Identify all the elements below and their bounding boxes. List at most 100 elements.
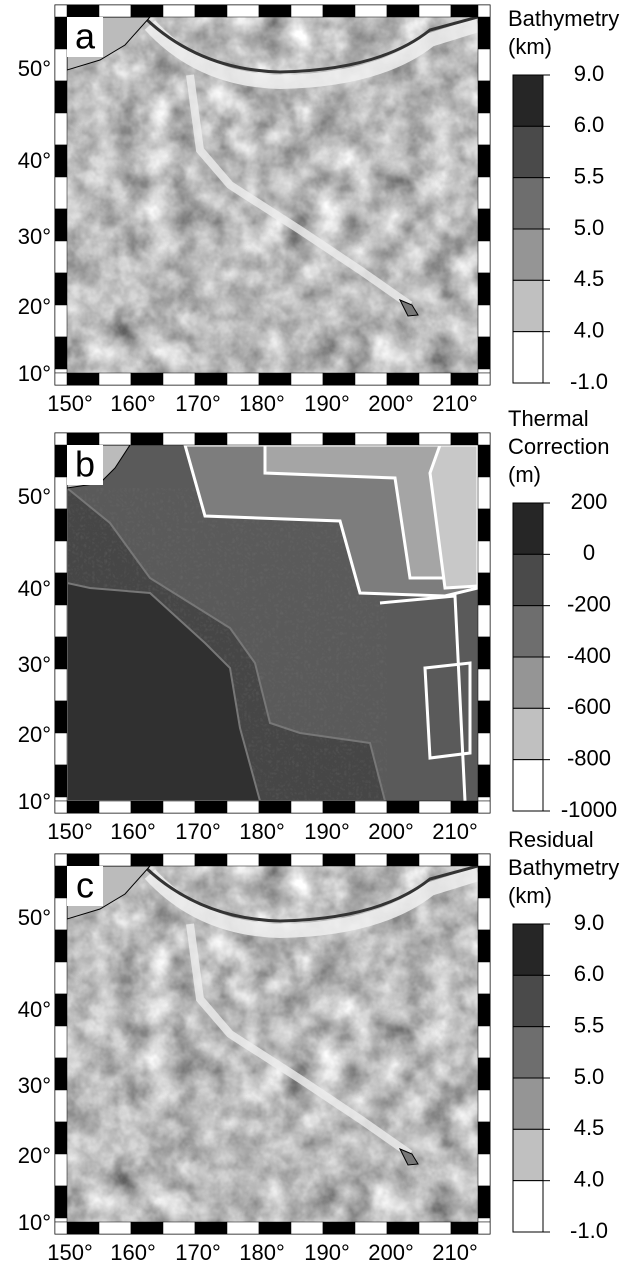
frame-corner bbox=[477, 4, 491, 18]
frame-tick bbox=[258, 1221, 292, 1235]
panel-label-box bbox=[67, 866, 103, 906]
colorbar-label: 9.0 bbox=[574, 61, 605, 86]
frame-tick bbox=[290, 1221, 324, 1235]
colorbar-box bbox=[512, 1026, 544, 1079]
frame-tick bbox=[130, 800, 164, 814]
y-tick-label: 20° bbox=[18, 294, 51, 319]
frame-tick bbox=[258, 4, 292, 18]
frame-tick bbox=[477, 700, 491, 734]
colorbar-title: (km) bbox=[508, 883, 552, 908]
frame-tick bbox=[477, 272, 491, 306]
colorbar-label: -1.0 bbox=[570, 369, 608, 394]
frame-tick bbox=[354, 800, 388, 814]
frame-tick bbox=[54, 336, 68, 370]
frame-tick bbox=[98, 1221, 132, 1235]
colorbar-label: -600 bbox=[567, 694, 611, 719]
frame-tick bbox=[226, 1221, 260, 1235]
frame-tick bbox=[54, 764, 68, 798]
frame-tick bbox=[477, 1185, 491, 1219]
frame-tick bbox=[54, 1025, 68, 1059]
y-tick-label: 30° bbox=[18, 652, 51, 677]
colorbar-box bbox=[512, 1180, 544, 1233]
frame-tick bbox=[54, 112, 68, 146]
frame-tick bbox=[354, 372, 388, 386]
x-tick-label: 150° bbox=[47, 391, 93, 416]
frame-tick bbox=[290, 800, 324, 814]
frame-tick bbox=[54, 1121, 68, 1155]
colorbar-label: 5.5 bbox=[574, 163, 605, 188]
frame-tick bbox=[54, 444, 68, 478]
frame-tick bbox=[194, 432, 228, 446]
colorbar-title: Bathymetry bbox=[508, 6, 619, 31]
frame-tick bbox=[477, 764, 491, 798]
frame-tick bbox=[386, 432, 420, 446]
colorbar-label: -1.0 bbox=[570, 1218, 608, 1243]
colorbar-label: 9.0 bbox=[574, 910, 605, 935]
frame-tick bbox=[450, 800, 479, 814]
frame-tick bbox=[418, 4, 452, 18]
frame-tick bbox=[54, 1089, 68, 1123]
frame-tick bbox=[258, 800, 292, 814]
seamount-chain bbox=[186, 923, 413, 1158]
frame-tick bbox=[98, 800, 132, 814]
frame-tick bbox=[54, 636, 68, 670]
frame-tick bbox=[98, 853, 132, 867]
colorbar-box bbox=[512, 707, 544, 761]
frame-tick bbox=[477, 897, 491, 931]
frame-tick bbox=[226, 4, 260, 18]
frame-tick bbox=[194, 800, 228, 814]
colorbar-box bbox=[512, 228, 544, 281]
colorbar-box bbox=[512, 605, 544, 658]
colorbar-label: 200 bbox=[571, 489, 608, 514]
colorbar-label: 6.0 bbox=[574, 112, 605, 137]
frame-tick bbox=[162, 800, 196, 814]
y-tick-label: 40° bbox=[18, 576, 51, 601]
map-panel: a 150° 160° 170° 180° 190° 200° 210° 50° 40° 30° 20… bbox=[18, 4, 619, 416]
frame-tick bbox=[54, 80, 68, 114]
panel-label: b bbox=[75, 444, 95, 485]
frame-tick bbox=[418, 432, 452, 446]
frame-tick bbox=[54, 993, 68, 1027]
x-tick-label: 180° bbox=[239, 819, 285, 844]
colorbar-title: (km) bbox=[508, 34, 552, 59]
colorbar-label: 4.0 bbox=[574, 317, 605, 342]
y-tick-label: 40° bbox=[18, 148, 51, 173]
y-tick-label: 30° bbox=[18, 224, 51, 249]
frame-tick bbox=[477, 240, 491, 274]
y-tick-label: 20° bbox=[18, 722, 51, 747]
frame-tick bbox=[54, 961, 68, 995]
frame-tick bbox=[54, 796, 68, 802]
frame-tick bbox=[98, 372, 132, 386]
frame-corner bbox=[54, 4, 68, 18]
frame-tick bbox=[354, 432, 388, 446]
frame-tick bbox=[54, 508, 68, 542]
frame-tick bbox=[477, 732, 491, 766]
frame-tick bbox=[194, 4, 228, 18]
frame-corner bbox=[477, 432, 491, 446]
frame-tick bbox=[226, 372, 260, 386]
frame-tick bbox=[162, 432, 196, 446]
trench-edge bbox=[143, 17, 478, 74]
frame-tick bbox=[258, 432, 292, 446]
frame-tick bbox=[354, 4, 388, 18]
colorbar-title: Thermal bbox=[508, 406, 589, 431]
y-tick-label: 10° bbox=[18, 1210, 51, 1235]
frame-tick bbox=[477, 508, 491, 542]
frame-tick bbox=[477, 144, 491, 178]
frame-tick bbox=[477, 1057, 491, 1091]
frame-tick bbox=[54, 1153, 68, 1187]
frame-tick bbox=[477, 176, 491, 210]
frame-tick bbox=[226, 853, 260, 867]
colorbar-label: 4.5 bbox=[574, 266, 605, 291]
frame-tick bbox=[322, 372, 356, 386]
frame-tick bbox=[54, 476, 68, 510]
x-tick-label: 180° bbox=[239, 1240, 285, 1265]
frame-tick bbox=[54, 176, 68, 210]
frame-tick bbox=[477, 208, 491, 242]
frame-tick bbox=[386, 853, 420, 867]
frame-tick bbox=[162, 1221, 196, 1235]
x-tick-label: 200° bbox=[368, 1240, 414, 1265]
colorbar-title: Bathymetry bbox=[508, 855, 619, 880]
island bbox=[398, 299, 419, 317]
frame-tick bbox=[54, 208, 68, 242]
